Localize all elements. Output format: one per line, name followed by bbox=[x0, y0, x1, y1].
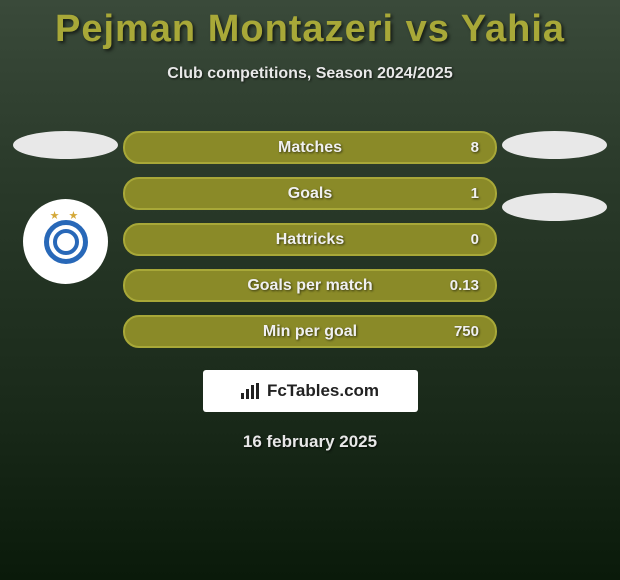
right-player-photo-placeholder bbox=[502, 131, 607, 159]
content-row: ★ ★ Matches 8 Goals 1 Hattricks 0 Goals per ma… bbox=[0, 131, 620, 348]
stat-bar: Matches 8 bbox=[123, 131, 497, 164]
stat-value-right: 1 bbox=[471, 185, 479, 202]
stat-label: Min per goal bbox=[263, 323, 357, 341]
stat-bar: Hattricks 0 bbox=[123, 223, 497, 256]
stat-label: Matches bbox=[278, 139, 342, 157]
stat-label: Goals bbox=[288, 185, 332, 203]
snapshot-date: 16 february 2025 bbox=[0, 432, 620, 452]
right-club-placeholder bbox=[502, 193, 607, 221]
left-club-badge: ★ ★ bbox=[23, 199, 108, 284]
stat-bar: Min per goal 750 bbox=[123, 315, 497, 348]
logo-text: FcTables.com bbox=[267, 381, 379, 401]
stat-value-right: 8 bbox=[471, 139, 479, 156]
right-player-column bbox=[497, 131, 612, 221]
stat-value-right: 750 bbox=[454, 323, 479, 340]
fctables-logo[interactable]: FcTables.com bbox=[203, 370, 418, 412]
stat-bar: Goals per match 0.13 bbox=[123, 269, 497, 302]
left-player-column: ★ ★ bbox=[8, 131, 123, 284]
bar-chart-icon bbox=[241, 383, 261, 399]
stats-column: Matches 8 Goals 1 Hattricks 0 Goals per match 0… bbox=[123, 131, 497, 348]
stat-bar: Goals 1 bbox=[123, 177, 497, 210]
left-player-photo-placeholder bbox=[13, 131, 118, 159]
stat-value-right: 0.13 bbox=[450, 277, 479, 294]
comparison-title: Pejman Montazeri vs Yahia bbox=[0, 0, 620, 51]
stat-value-right: 0 bbox=[471, 231, 479, 248]
subtitle: Club competitions, Season 2024/2025 bbox=[0, 65, 620, 83]
stat-label: Hattricks bbox=[276, 231, 344, 249]
stat-label: Goals per match bbox=[247, 277, 372, 295]
badge-rings-icon bbox=[44, 220, 88, 264]
